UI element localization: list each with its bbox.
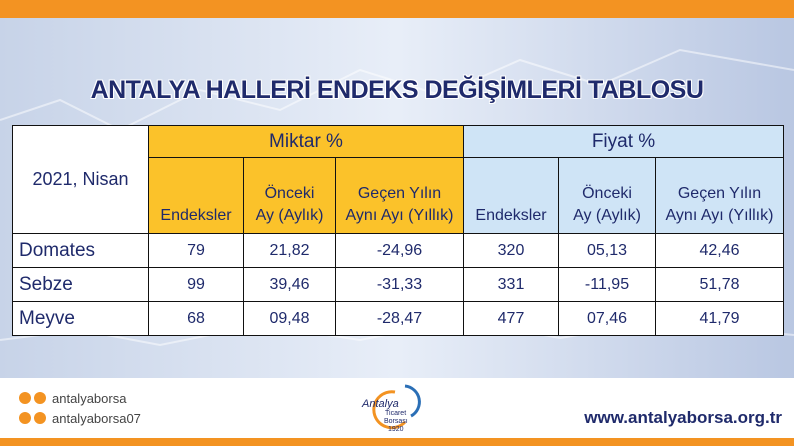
column-header: Geçen Yılın Aynı Ayı (Yıllık) [335, 157, 464, 234]
cell: -31,33 [335, 267, 464, 302]
cell: -11,95 [558, 267, 656, 302]
logo-text: Ticaret [385, 410, 407, 417]
cell: 79 [148, 233, 244, 268]
cell: 68 [148, 301, 244, 336]
row-label: Meyve [12, 301, 149, 336]
header-line: Önceki [264, 185, 315, 202]
cell: 41,79 [655, 301, 784, 336]
column-header: Geçen Yılın Aynı Ayı (Yıllık) [655, 157, 784, 234]
title: ANTALYA HALLERİ ENDEKS DEĞİŞİMLERİ TABLO… [90, 76, 704, 104]
cell: 331 [463, 267, 559, 302]
column-header: Endeksler [148, 157, 244, 234]
header-line: Endeksler [475, 207, 547, 224]
cell: -24,96 [335, 233, 464, 268]
column-header: Önceki Ay (Aylık) [243, 157, 336, 234]
logo-text: Antalya [362, 398, 399, 410]
group-header: Miktar % [148, 125, 464, 158]
row-label: Domates [12, 233, 149, 268]
website-url: www.antalyaborsa.org.tr [584, 408, 782, 427]
cell: 42,46 [655, 233, 784, 268]
header-line: Endeksler [160, 207, 232, 224]
group-header: Fiyat % [463, 125, 784, 158]
cell: 51,78 [655, 267, 784, 302]
header-line: Aynı Ayı (Yıllık) [345, 207, 454, 224]
cell: 39,46 [243, 267, 336, 302]
data-row: Domates 79 21,82 -24,96 320 05,13 42,46 [12, 233, 784, 268]
header-row: 2021, Nisan Miktar % Fiyat % [12, 125, 784, 234]
header-line: Ay (Aylık) [255, 207, 324, 224]
cell: 09,48 [243, 301, 336, 336]
data-row: Meyve 68 09,48 -28,47 477 07,46 41,79 [12, 301, 784, 336]
social-handle: antalyaborsa [52, 391, 127, 406]
cell: -28,47 [335, 301, 464, 336]
index-table: 2021, Nisan Miktar % Fiyat % Endeksler Öncek… [12, 125, 784, 336]
cell: 21,82 [243, 233, 336, 268]
header-line: Ay (Aylık) [573, 207, 641, 224]
social-handle: antalyaborsa07 [52, 411, 141, 426]
logo-text: 1920 [388, 426, 404, 433]
corner-cell: 2021, Nisan [12, 125, 149, 234]
header-line: Geçen Yılın [357, 185, 442, 202]
column-header: Endeksler [463, 157, 559, 234]
header-line: Geçen Yılın [677, 185, 762, 202]
row-label: Sebze [12, 267, 149, 302]
header-row: Endeksler Önceki Ay (Aylık) Geçen Yılın Aynı… [13, 157, 784, 234]
header-line: Aynı Ayı (Yıllık) [665, 207, 774, 224]
cell: 05,13 [558, 233, 656, 268]
logo-text: Borsası [384, 418, 408, 425]
cell: 99 [148, 267, 244, 302]
cell: 477 [463, 301, 559, 336]
cell: 320 [463, 233, 559, 268]
column-header: Önceki Ay (Aylık) [558, 157, 656, 234]
header-line: Önceki [582, 185, 632, 202]
data-row: Sebze 99 39,46 -31,33 331 -11,95 51,78 [12, 267, 784, 302]
cell: 07,46 [558, 301, 656, 336]
